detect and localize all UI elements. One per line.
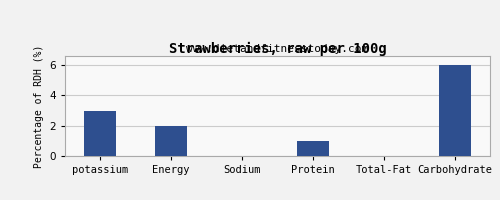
Y-axis label: Percentage of RDH (%): Percentage of RDH (%) — [34, 44, 44, 168]
Bar — [297, 141, 329, 156]
Bar — [84, 111, 116, 156]
Bar — [439, 65, 470, 156]
Text: www.dietandfitnesstoday.com: www.dietandfitnesstoday.com — [186, 44, 368, 54]
Title: Strawberries, raw per 100g: Strawberries, raw per 100g — [168, 42, 386, 56]
Bar — [155, 126, 187, 156]
